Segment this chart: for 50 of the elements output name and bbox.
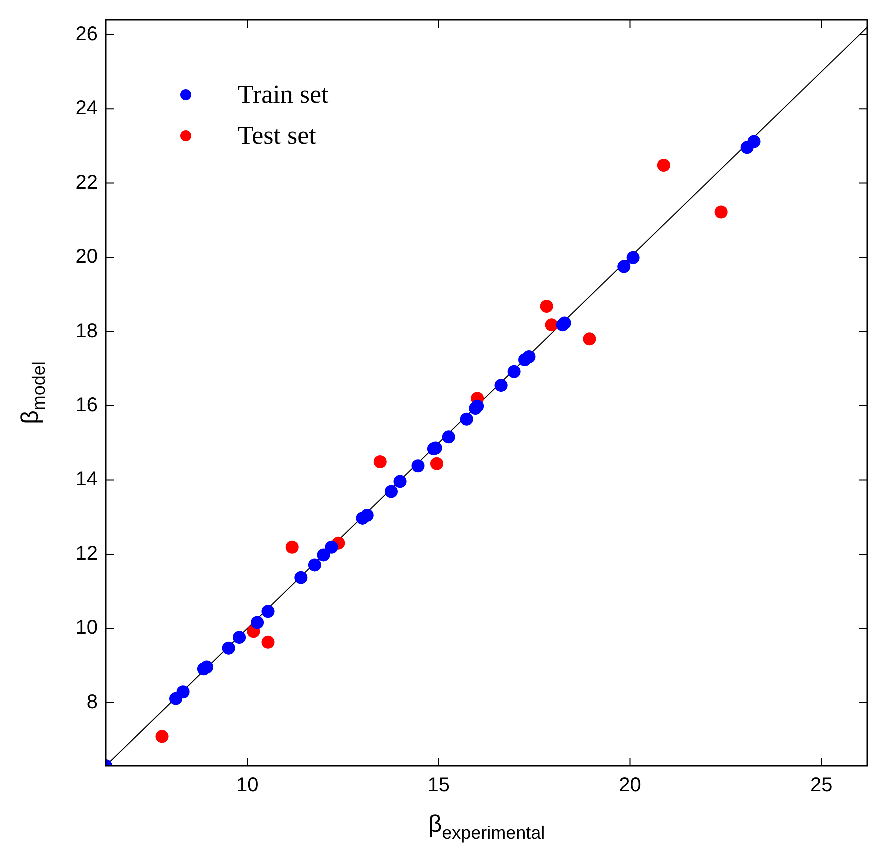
point <box>626 251 640 264</box>
point <box>374 456 387 469</box>
y-tick-label: 10 <box>76 617 98 640</box>
point <box>412 460 425 473</box>
point <box>460 412 474 426</box>
point <box>714 206 728 219</box>
y-tick-label: 12 <box>76 542 98 565</box>
point <box>657 158 670 172</box>
point <box>545 318 558 332</box>
point <box>262 605 275 618</box>
point <box>430 457 444 470</box>
point <box>325 540 338 554</box>
point <box>200 660 214 674</box>
point <box>317 548 330 562</box>
point <box>748 135 761 148</box>
point <box>522 350 536 364</box>
point <box>384 485 398 498</box>
x-tick-label: 20 <box>619 774 642 797</box>
point <box>286 540 299 554</box>
x-tick-label: 15 <box>428 774 450 797</box>
point <box>618 260 631 274</box>
point <box>294 571 308 584</box>
legend-label: Train set <box>238 80 330 109</box>
y-axis-title: βmodel <box>17 362 50 424</box>
point <box>251 616 264 630</box>
y-tick-label: 22 <box>76 172 98 194</box>
y-tick-label: 20 <box>76 246 98 268</box>
point <box>262 636 275 649</box>
y-tick-label: 24 <box>76 98 98 120</box>
point <box>494 379 508 392</box>
point <box>176 686 190 699</box>
point <box>442 430 456 444</box>
point <box>508 365 521 378</box>
point <box>233 631 246 644</box>
y-tick-label: 14 <box>76 468 98 491</box>
point <box>583 332 596 346</box>
x-tick-label: 25 <box>810 774 833 797</box>
legend-label: Test set <box>238 120 318 150</box>
point <box>222 642 236 655</box>
point <box>540 300 554 314</box>
point <box>471 400 484 413</box>
y-tick-label: 8 <box>86 691 98 714</box>
y-tick-label: 16 <box>76 394 98 417</box>
y-tick-label: 26 <box>76 23 98 46</box>
x-tick-label: 10 <box>236 774 259 797</box>
y-tick-label: 18 <box>76 320 98 342</box>
point <box>394 475 407 488</box>
point <box>156 730 169 744</box>
point <box>308 558 322 572</box>
point <box>360 508 374 522</box>
